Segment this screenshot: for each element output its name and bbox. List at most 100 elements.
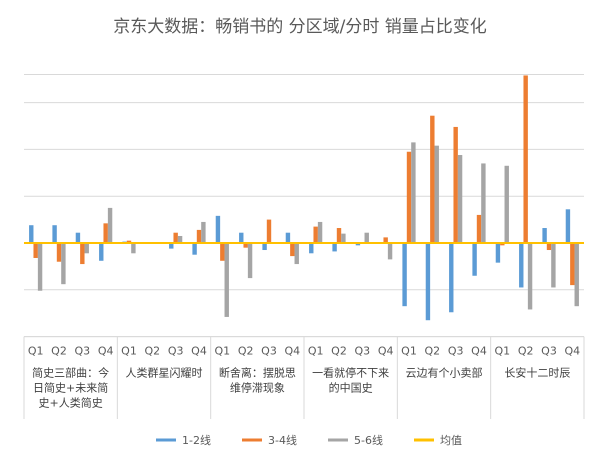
tick-label: Q3 bbox=[448, 345, 464, 358]
tick-label: Q1 bbox=[308, 345, 324, 358]
bar bbox=[519, 243, 524, 288]
bar bbox=[336, 228, 342, 243]
tick-label: Q1 bbox=[28, 345, 44, 358]
bar bbox=[107, 207, 113, 243]
bar bbox=[341, 233, 346, 243]
group-label: 断舍离：摆脱思 bbox=[219, 366, 296, 380]
group-label: 人类群星闪耀时 bbox=[126, 366, 203, 380]
bar bbox=[332, 243, 337, 252]
bar bbox=[37, 243, 43, 291]
bar bbox=[309, 243, 314, 254]
bar bbox=[103, 223, 108, 243]
tick-label: Q2 bbox=[424, 345, 440, 358]
chart-title: 京东大数据：畅销书的 分区域/分时 销量占比变化 bbox=[113, 17, 487, 37]
tick-label: Q3 bbox=[261, 345, 277, 358]
tick-label: Q2 bbox=[238, 345, 254, 358]
tick-label: Q2 bbox=[144, 345, 160, 358]
bar bbox=[220, 243, 225, 261]
group-label: 长安十二时辰 bbox=[504, 366, 570, 380]
group-label: 日简史+未来简 bbox=[33, 381, 108, 395]
tick-label: Q3 bbox=[354, 345, 370, 358]
tick-label: Q3 bbox=[541, 345, 557, 358]
tick-label: Q1 bbox=[121, 345, 137, 358]
tick-label: Q3 bbox=[74, 345, 90, 358]
bar bbox=[570, 243, 575, 286]
bar bbox=[196, 229, 202, 243]
bar bbox=[243, 243, 248, 248]
bar bbox=[262, 243, 267, 251]
bar bbox=[574, 243, 579, 307]
bar bbox=[546, 243, 552, 251]
bar bbox=[500, 243, 505, 246]
bar bbox=[425, 243, 431, 321]
bar bbox=[551, 243, 556, 288]
bar bbox=[504, 165, 509, 243]
bar bbox=[449, 243, 454, 313]
tick-label: Q4 bbox=[98, 345, 114, 358]
bar bbox=[523, 75, 528, 244]
bar bbox=[495, 243, 501, 263]
bar bbox=[430, 115, 435, 243]
legend-swatch bbox=[414, 438, 434, 442]
bar bbox=[364, 232, 369, 243]
bar bbox=[75, 232, 81, 243]
group-label: 一看就停不下来 bbox=[312, 366, 389, 380]
bar bbox=[126, 240, 132, 243]
group-label: 的中国史 bbox=[329, 381, 373, 395]
tick-label: Q1 bbox=[214, 345, 230, 358]
bar bbox=[317, 221, 323, 243]
bar bbox=[169, 243, 174, 249]
bar bbox=[527, 243, 533, 310]
group-label: 维停滞现象 bbox=[230, 381, 285, 395]
bar bbox=[192, 243, 197, 255]
bar bbox=[457, 155, 463, 243]
tick-label: Q4 bbox=[284, 345, 300, 358]
bar bbox=[472, 243, 477, 276]
tick-label: Q3 bbox=[168, 345, 184, 358]
bar bbox=[201, 221, 206, 243]
legend-label: 均值 bbox=[440, 434, 462, 447]
legend-label: 5-6线 bbox=[354, 433, 383, 447]
bar bbox=[99, 243, 104, 261]
bar bbox=[61, 243, 66, 285]
bar bbox=[131, 243, 136, 254]
tick-label: Q2 bbox=[331, 345, 347, 358]
bar bbox=[266, 219, 272, 243]
group-label: 史+人类简史 bbox=[39, 396, 103, 410]
bar bbox=[247, 243, 253, 279]
bar bbox=[402, 243, 407, 307]
group-label: 云边有个小卖部 bbox=[406, 366, 483, 380]
legend-swatch bbox=[242, 438, 262, 442]
bar bbox=[411, 142, 416, 243]
bar bbox=[177, 235, 183, 243]
tick-label: Q1 bbox=[494, 345, 510, 358]
bar bbox=[542, 228, 547, 243]
tick-label: Q2 bbox=[51, 345, 67, 358]
bar bbox=[29, 225, 34, 243]
bar bbox=[224, 243, 229, 317]
bar bbox=[313, 226, 318, 243]
bar bbox=[387, 243, 393, 260]
bar bbox=[294, 243, 299, 265]
tick-label: Q2 bbox=[518, 345, 534, 358]
bar bbox=[239, 232, 244, 243]
bar bbox=[406, 151, 412, 243]
bar bbox=[453, 126, 458, 243]
bar bbox=[285, 232, 291, 243]
legend-label: 3-4线 bbox=[268, 433, 297, 447]
legend-swatch bbox=[328, 438, 348, 442]
bar bbox=[52, 225, 57, 243]
bar bbox=[290, 243, 295, 257]
legend-swatch bbox=[156, 438, 176, 442]
bar bbox=[80, 243, 85, 265]
bar bbox=[355, 243, 361, 246]
tick-label: Q1 bbox=[401, 345, 417, 358]
bar bbox=[84, 243, 89, 254]
bar bbox=[565, 209, 571, 243]
tick-label: Q4 bbox=[378, 345, 394, 358]
legend-label: 1-2线 bbox=[182, 433, 211, 447]
tick-label: Q4 bbox=[471, 345, 487, 358]
bar bbox=[56, 243, 62, 262]
